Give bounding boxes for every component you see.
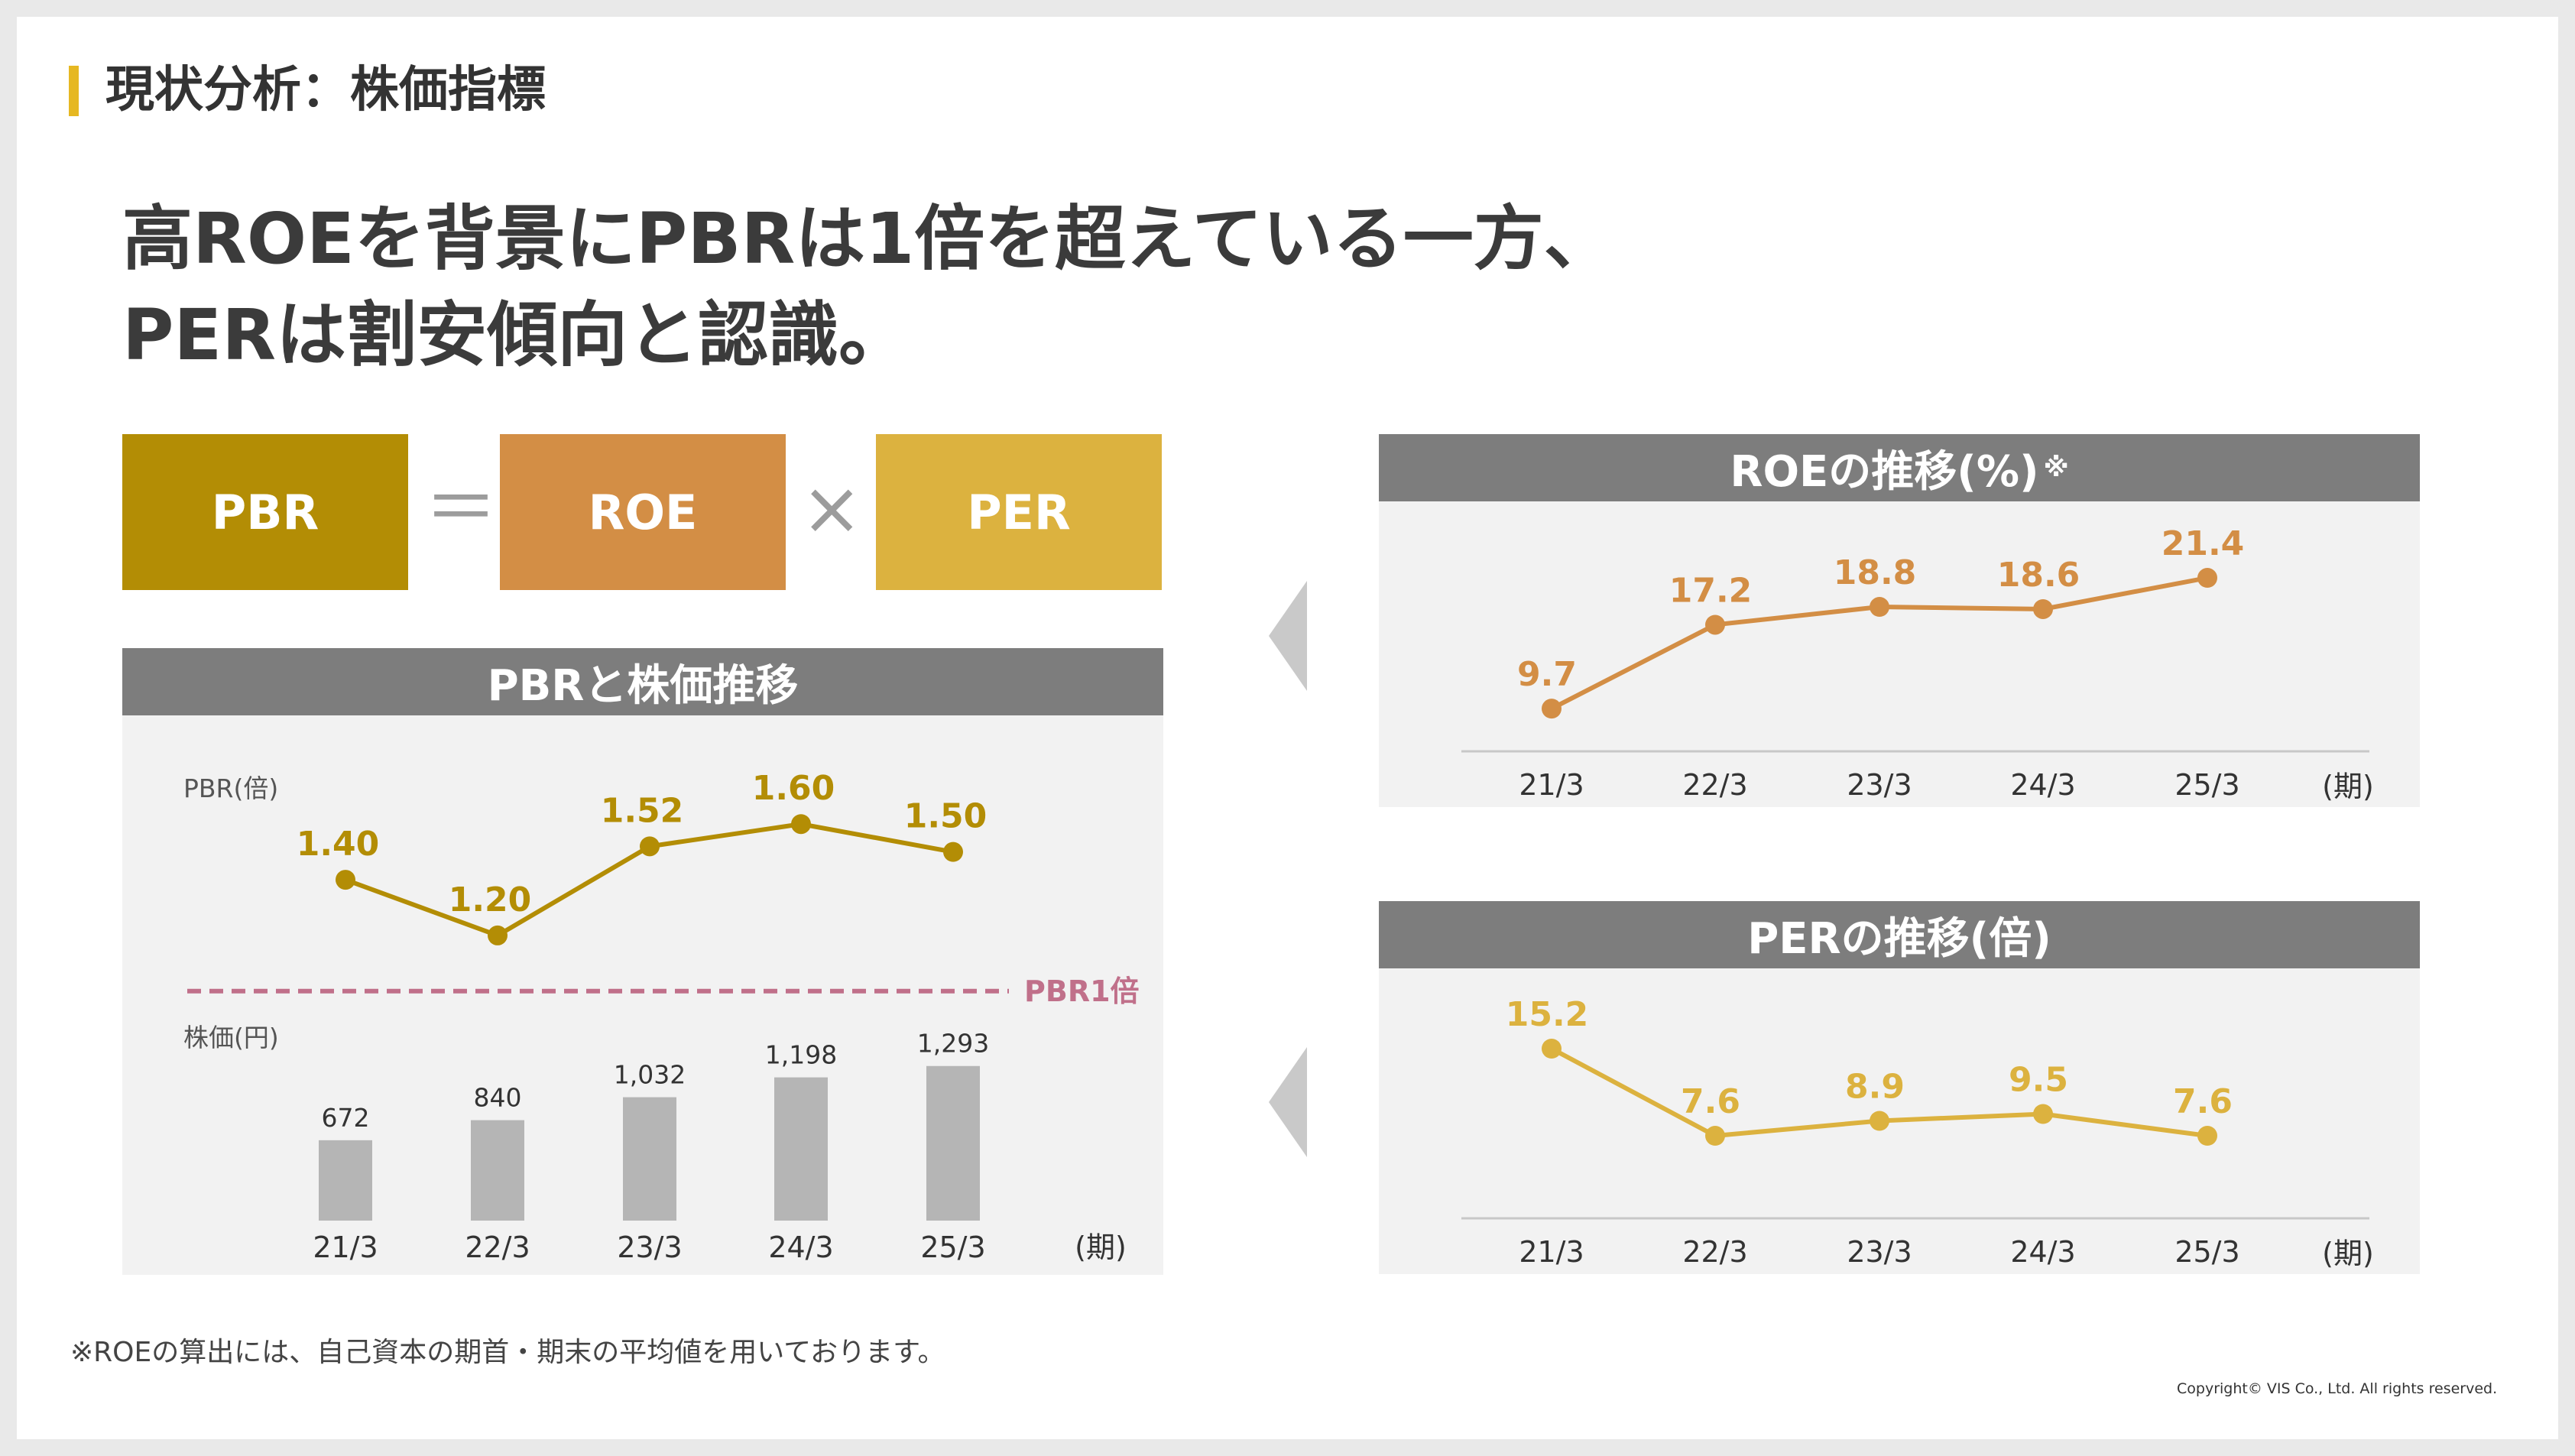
pbr-value-label: 1.60 (752, 769, 835, 808)
pbr-axis-label: PBR(倍) (183, 773, 278, 803)
price-value-label: 1,032 (614, 1060, 686, 1090)
price-x-tick-label: 21/3 (313, 1231, 378, 1264)
roe-x-tick-label: 22/3 (1682, 768, 1747, 802)
pbr-value-label: 1.20 (449, 880, 532, 919)
price-x-tick-label: 23/3 (617, 1231, 682, 1264)
per-value-label: 7.6 (2173, 1082, 2233, 1121)
per-value-label: 9.5 (2009, 1061, 2068, 1100)
per-x-tick-label: 24/3 (2010, 1235, 2075, 1269)
pbr-point (943, 841, 963, 862)
per-point (2033, 1104, 2053, 1124)
per-chart-title: PERの推移(倍) (1379, 901, 2420, 968)
per-x-tick-label: 21/3 (1519, 1235, 1584, 1269)
roe-chart-title: ROEの推移(%) (1730, 446, 2039, 497)
pbr-reference-label: PBR1倍 (1024, 974, 1140, 1008)
per-point (1542, 1039, 1562, 1059)
roe-value-label: 18.8 (1834, 553, 1917, 592)
pbr-point (488, 925, 508, 945)
per-x-tick-label: 22/3 (1682, 1235, 1747, 1269)
price-axis-label: 株価(円) (183, 1023, 279, 1052)
pbr-point (336, 870, 355, 890)
per-x-tick-label: 25/3 (2174, 1235, 2239, 1269)
per-point (2197, 1126, 2217, 1146)
roe-value-label: 9.7 (1517, 655, 1577, 694)
per-point (1870, 1111, 1889, 1131)
roe-point (2197, 568, 2217, 589)
roe-x-tick-label: 24/3 (2010, 768, 2075, 802)
roe-value-label: 18.6 (1997, 556, 2080, 595)
roe-value-label: 17.2 (1669, 571, 1753, 610)
price-bar (623, 1097, 676, 1221)
headline-line-1: 高ROEを背景にPBRは1倍を超えている一方、 (122, 198, 1614, 280)
roe-point (1705, 615, 1725, 635)
formula-roe-box: ROE (500, 434, 786, 590)
roe-point (1542, 699, 1562, 719)
price-bar (471, 1120, 524, 1221)
price-value-label: 672 (322, 1103, 370, 1133)
roe-point (2033, 598, 2053, 619)
roe-arrow-icon (1269, 581, 1307, 691)
per-value-label: 8.9 (1845, 1068, 1905, 1107)
times-operator: × (801, 465, 863, 551)
pbr-value-label: 1.50 (904, 797, 988, 836)
roe-x-tick-label: 25/3 (2174, 768, 2239, 802)
price-value-label: 840 (474, 1083, 522, 1113)
pbr-chart-title: PBRと株価推移 (122, 648, 1163, 715)
copyright: Copyright© VIS Co., Ltd. All rights rese… (2177, 1380, 2498, 1397)
price-bar (319, 1140, 372, 1221)
per-arrow-icon (1269, 1047, 1307, 1157)
price-bar (774, 1077, 828, 1221)
pbr-value-label: 1.40 (297, 825, 380, 864)
equals-operator: ＝ (424, 465, 498, 551)
roe-x-tick-label: 23/3 (1847, 768, 1912, 802)
per-x-tick-label: 23/3 (1847, 1235, 1912, 1269)
section-title: 現状分析：株価指標 (105, 62, 546, 118)
roe-value-label: 21.4 (2162, 524, 2245, 563)
price-bar (926, 1065, 980, 1221)
formula-per-box: PER (876, 434, 1162, 590)
roe-point (1870, 597, 1889, 618)
roe-chart-header: ROEの推移(%) ※ (1379, 434, 2420, 501)
pbr-value-label: 1.52 (601, 791, 684, 830)
headline-line-2: PERは割安傾向と認識。 (122, 294, 910, 376)
roe-note-mark: ※ (2043, 452, 2069, 483)
footnote: ※ROEの算出には、自己資本の期首・期末の平均値を用いております。 (70, 1337, 945, 1368)
price-x-tick-label: 25/3 (920, 1231, 985, 1264)
price-x-tick-label: 24/3 (768, 1231, 833, 1264)
price-x-unit-label: (期) (1075, 1231, 1127, 1264)
formula-pbr-box: PBR (122, 434, 408, 590)
price-value-label: 1,198 (765, 1040, 837, 1070)
price-x-tick-label: 22/3 (465, 1231, 530, 1264)
per-value-label: 15.2 (1506, 995, 1589, 1034)
roe-x-unit-label: (期) (2322, 770, 2374, 803)
per-value-label: 7.6 (1681, 1082, 1740, 1121)
section-accent-bar (69, 66, 79, 116)
pbr-point (791, 814, 811, 835)
pbr-point (640, 836, 660, 857)
price-value-label: 1,293 (917, 1029, 989, 1059)
roe-x-tick-label: 21/3 (1519, 768, 1584, 802)
per-x-unit-label: (期) (2322, 1237, 2374, 1270)
per-point (1705, 1126, 1725, 1146)
